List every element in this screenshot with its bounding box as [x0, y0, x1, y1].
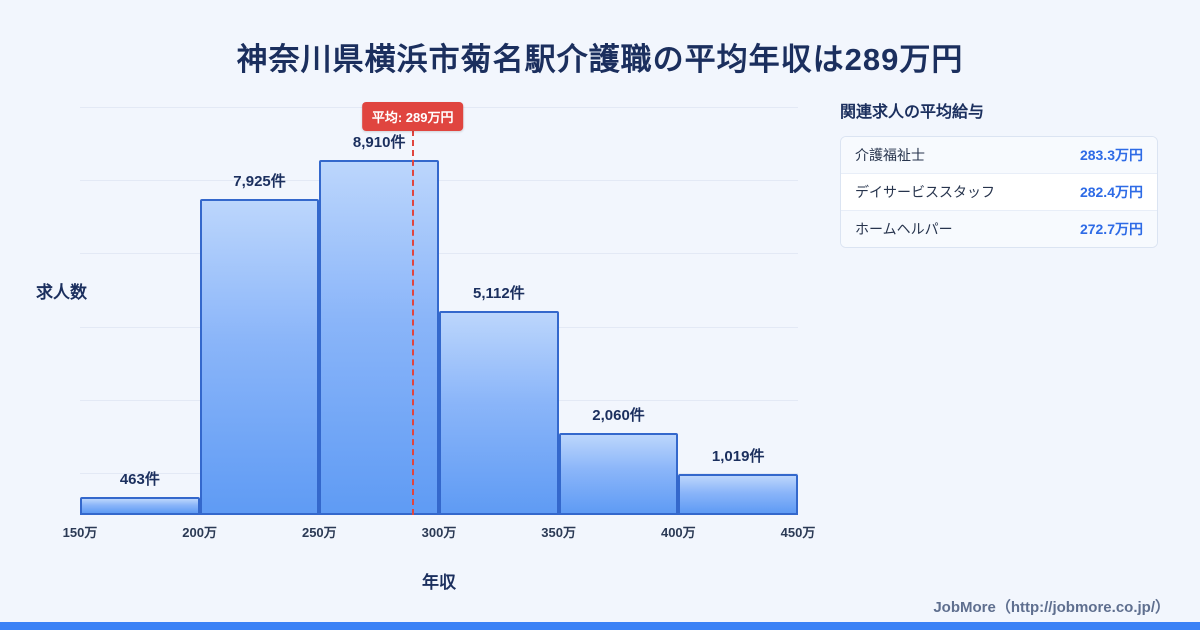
bottom-accent-bar	[0, 622, 1200, 630]
related-jobs-card: 介護福祉士 283.3万円 デイサービススタッフ 282.4万円 ホームヘルパー…	[840, 136, 1158, 248]
bar-value-label: 2,060件	[592, 407, 645, 424]
bar-value-label: 463件	[119, 471, 160, 488]
bar-350-400: 2,060件	[558, 100, 679, 515]
footer-credit: JobMore（http://jobmore.co.jp/）	[933, 599, 1170, 616]
related-job-row: デイサービススタッフ 282.4万円	[841, 174, 1157, 211]
bar	[678, 474, 799, 515]
average-badge: 平均: 289万円	[361, 102, 464, 131]
job-salary: 272.7万円	[1079, 221, 1143, 237]
x-tick: 200万	[182, 525, 218, 540]
bar	[558, 433, 679, 515]
job-label: ホームヘルパー	[855, 221, 953, 237]
histogram-plot: 463件 7,925件 8,910件 5,112件 2,060件 1,019件	[63, 100, 815, 540]
x-tick: 250万	[301, 525, 337, 540]
sidebar-title: 関連求人の平均給与	[840, 104, 985, 121]
x-axis-label: 年収	[422, 573, 456, 592]
bar-value-label: 1,019件	[711, 448, 765, 465]
bar	[439, 311, 559, 515]
y-axis-label: 求人数	[36, 283, 87, 302]
x-tick: 450万	[780, 525, 816, 540]
related-job-row: ホームヘルパー 272.7万円	[841, 211, 1157, 247]
x-tick: 400万	[660, 525, 696, 540]
job-label: デイサービススタッフ	[855, 184, 995, 200]
bar-250-300: 8,910件	[319, 100, 440, 515]
bar	[80, 497, 200, 515]
page-title: 神奈川県横浜市菊名駅介護職の平均年収は289万円	[236, 42, 964, 77]
bar-200-250: 7,925件	[199, 100, 320, 515]
x-tick: 150万	[62, 525, 98, 540]
bar	[319, 160, 440, 515]
bar-400-450: 1,019件	[678, 100, 799, 515]
bar	[199, 199, 320, 515]
related-job-row: 介護福祉士 283.3万円	[841, 137, 1157, 174]
bar-150-200: 463件	[80, 100, 200, 515]
bar-value-label: 8,910件	[352, 134, 406, 151]
bar-300-350: 5,112件	[439, 100, 559, 515]
x-tick: 350万	[541, 525, 577, 540]
bar-value-label: 5,112件	[472, 285, 525, 302]
bar-value-label: 7,925件	[233, 173, 286, 190]
x-tick: 300万	[421, 525, 457, 540]
job-salary: 282.4万円	[1079, 184, 1143, 200]
job-label: 介護福祉士	[855, 147, 925, 163]
job-salary: 283.3万円	[1079, 147, 1143, 163]
average-line	[411, 130, 414, 515]
bars: 463件 7,925件 8,910件 5,112件 2,060件 1,019件	[80, 100, 799, 515]
